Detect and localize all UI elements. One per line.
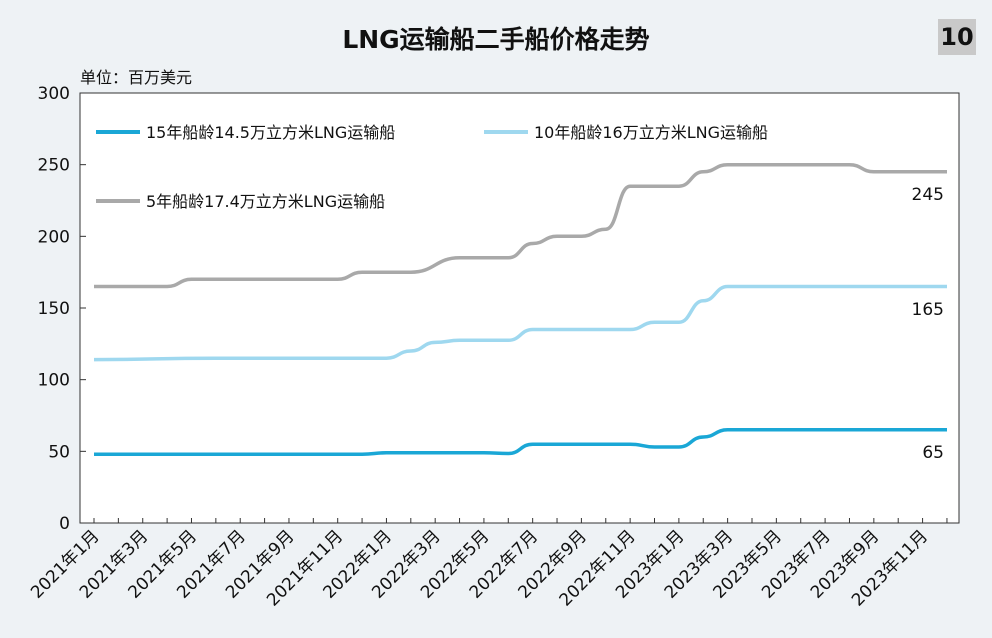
end-value-label: 165 xyxy=(912,300,944,320)
legend-label: 5年船龄17.4万立方米LNG运输船 xyxy=(146,192,385,211)
series-lines xyxy=(93,162,947,456)
chart-title: LNG运输船二手船价格走势 xyxy=(342,25,650,54)
series-line xyxy=(93,162,947,289)
y-tick-label: 300 xyxy=(38,84,70,104)
y-tick-label: 200 xyxy=(38,227,70,247)
legend: 15年船龄14.5万立方米LNG运输船 10年船龄16万立方米LNG运输船 5年船龄… xyxy=(96,123,768,211)
y-axis: 0 50 100 150 200 250 300 xyxy=(38,84,86,534)
x-axis: 2021年1月2021年3月2021年5月2021年7月2021年9月2021年… xyxy=(27,518,948,610)
legend-label: 15年船龄14.5万立方米LNG运输船 xyxy=(146,123,395,142)
legend-label: 10年船龄16万立方米LNG运输船 xyxy=(534,123,768,142)
plot-area xyxy=(79,92,960,524)
end-value-label: 65 xyxy=(922,443,944,463)
y-tick-label: 150 xyxy=(38,299,70,319)
y-tick-label: 250 xyxy=(38,156,70,176)
figure-number-badge: 10 xyxy=(938,19,976,55)
end-value-label: 245 xyxy=(912,185,944,205)
series-line xyxy=(93,284,947,362)
end-labels: 65 165 245 xyxy=(912,185,944,463)
series-line xyxy=(94,428,947,456)
y-tick-label: 50 xyxy=(48,442,70,462)
y-tick-label: 100 xyxy=(38,371,70,391)
unit-label: 单位：百万美元 xyxy=(80,68,193,87)
y-tick-label: 0 xyxy=(59,514,70,534)
